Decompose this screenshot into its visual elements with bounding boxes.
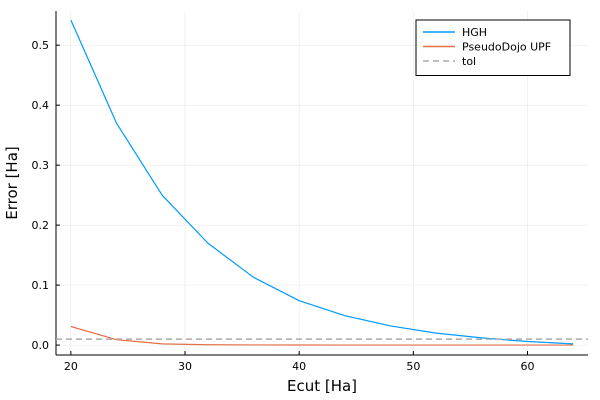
y-tick-label: 0.1 — [32, 279, 50, 292]
y-tick-label: 0.3 — [32, 159, 50, 172]
legend-label: HGH — [462, 26, 487, 39]
x-tick-label: 60 — [520, 360, 534, 373]
legend-label: PseudoDojo UPF — [462, 41, 551, 54]
x-tick-label: 20 — [64, 360, 78, 373]
tick-labels: 20 30 40 50 60 0.0 0.1 0.2 0.3 0.4 0.5 — [32, 39, 535, 373]
series-lines — [56, 19, 588, 346]
x-axis-title: Ecut [Ha] — [287, 377, 357, 395]
x-tick-label: 50 — [406, 360, 420, 373]
y-tick-label: 0.0 — [32, 339, 50, 352]
y-tick-label: 0.4 — [32, 99, 50, 112]
axes — [55, 11, 588, 356]
x-tick-label: 40 — [292, 360, 306, 373]
x-tick-label: 30 — [178, 360, 192, 373]
legend-label: tol — [462, 55, 476, 68]
y-tick-label: 0.5 — [32, 39, 50, 52]
y-axis-title: Error [Ha] — [3, 146, 21, 220]
y-tick-label: 0.2 — [32, 219, 50, 232]
legend-box — [415, 19, 571, 76]
series-line-pseudodojo-upf — [70, 325, 574, 346]
